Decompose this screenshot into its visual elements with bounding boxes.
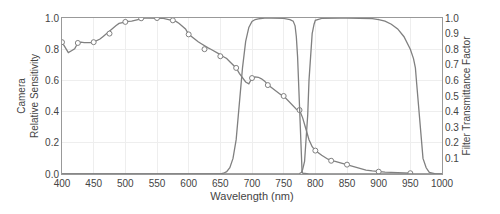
svg-text:Wavelength (nm): Wavelength (nm): [210, 190, 293, 202]
svg-text:700: 700: [244, 178, 261, 189]
svg-text:450: 450: [85, 178, 102, 189]
svg-text:0.2: 0.2: [45, 137, 59, 148]
svg-text:CameraRelative Sensitivity: CameraRelative Sensitivity: [16, 54, 40, 138]
svg-text:Filter Transmittance Factor: Filter Transmittance Factor: [461, 36, 472, 156]
svg-text:0.2: 0.2: [445, 137, 459, 148]
svg-text:850: 850: [339, 178, 356, 189]
svg-text:600: 600: [180, 178, 197, 189]
svg-text:0.9: 0.9: [445, 28, 459, 39]
svg-text:0.0: 0.0: [45, 169, 59, 180]
svg-text:0.8: 0.8: [445, 44, 459, 55]
svg-text:750: 750: [275, 178, 292, 189]
svg-text:950: 950: [402, 178, 419, 189]
svg-text:0.6: 0.6: [45, 75, 59, 86]
svg-text:550: 550: [149, 178, 166, 189]
svg-text:0.1: 0.1: [445, 153, 459, 164]
svg-text:500: 500: [117, 178, 134, 189]
svg-text:0.8: 0.8: [45, 44, 59, 55]
svg-text:400: 400: [54, 178, 71, 189]
svg-text:1.0: 1.0: [445, 13, 459, 24]
svg-text:0.3: 0.3: [445, 122, 459, 133]
svg-text:0.5: 0.5: [445, 91, 459, 102]
svg-text:1.0: 1.0: [45, 13, 59, 24]
svg-text:900: 900: [370, 178, 387, 189]
svg-text:800: 800: [307, 178, 324, 189]
svg-text:650: 650: [212, 178, 229, 189]
svg-text:0.4: 0.4: [445, 106, 459, 117]
svg-text:0.6: 0.6: [445, 75, 459, 86]
svg-text:0.4: 0.4: [45, 106, 59, 117]
svg-text:1000: 1000: [431, 178, 454, 189]
svg-text:0.7: 0.7: [445, 59, 459, 70]
